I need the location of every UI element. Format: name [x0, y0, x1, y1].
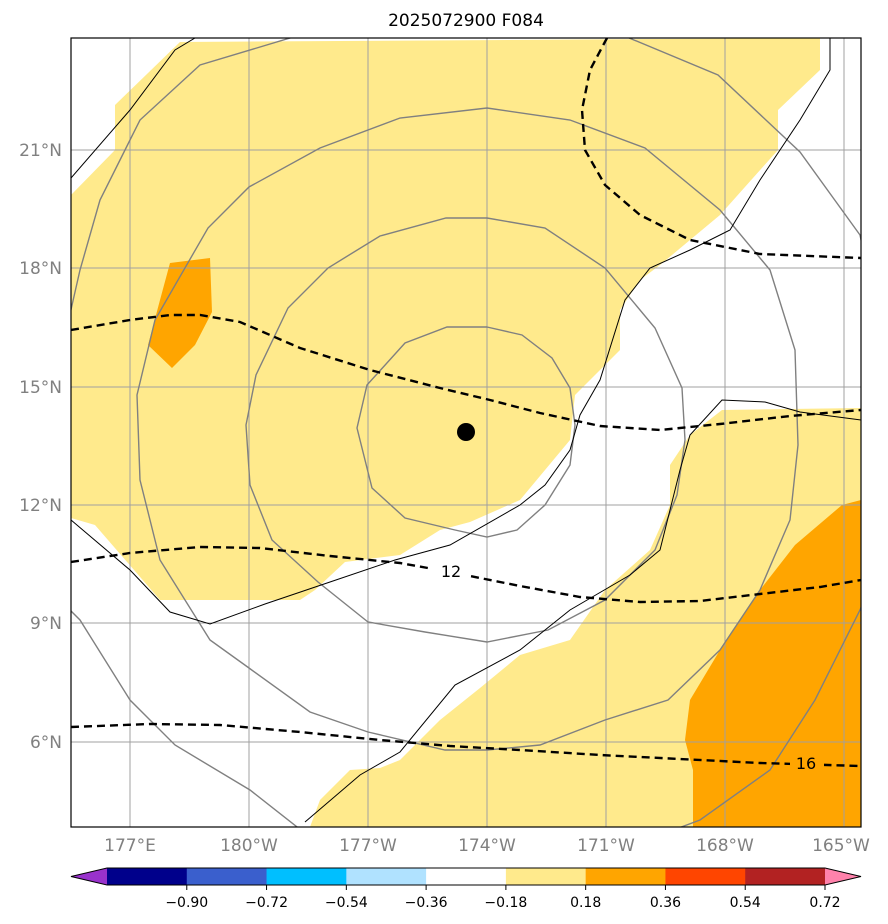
- lon-tick-labels: 177°E 180°W 177°W 174°W 171°W 168°W 165°…: [104, 836, 870, 856]
- colorbar-tick-label: −0.72: [245, 895, 288, 911]
- map-title: 2025072900 F084: [388, 11, 544, 31]
- colorbar-segment: [346, 868, 427, 885]
- contour-label-12: 12: [441, 562, 461, 581]
- contour-label-16: 16: [796, 754, 816, 773]
- colorbar-tick-label: 0.36: [650, 895, 681, 911]
- lat-label-21n: 21°N: [19, 141, 62, 161]
- lon-label-174w: 174°W: [458, 836, 516, 856]
- coastlines: [71, 38, 861, 823]
- storm-center-marker: [457, 423, 475, 441]
- contour-lines: [71, 38, 861, 768]
- graticule: [71, 38, 861, 827]
- fill-region-yellow-north: [71, 38, 820, 600]
- colorbar-segment: [585, 868, 666, 885]
- colorbar-segment: [745, 868, 826, 885]
- range-rings: [71, 38, 861, 827]
- colorbar-tick-label: 0.54: [730, 895, 761, 911]
- colorbar-segment: [665, 868, 746, 885]
- lat-label-9n: 9°N: [30, 614, 62, 634]
- contour-label-bg-12: [430, 560, 470, 582]
- colorbar-segment: [107, 868, 188, 885]
- contour-label-bg-16: [790, 752, 824, 774]
- map-frame: [70, 37, 862, 828]
- lat-label-18n: 18°N: [19, 259, 62, 279]
- colorbar-tick-label: 0.72: [809, 895, 840, 911]
- colorbar-extend-low: [71, 868, 107, 885]
- lon-label-177e: 177°E: [104, 836, 156, 856]
- lon-label-177w: 177°W: [339, 836, 397, 856]
- lat-label-15n: 15°N: [19, 378, 62, 398]
- fill-region-orange-southeast: [685, 500, 861, 827]
- colorbar-segment: [186, 868, 268, 885]
- colorbar-tick-label: 0.18: [570, 895, 601, 911]
- lon-label-180w: 180°W: [220, 836, 278, 856]
- lat-label-12n: 12°N: [19, 496, 62, 516]
- lon-label-168w: 168°W: [696, 836, 754, 856]
- colorbar-segment: [266, 868, 347, 885]
- fill-region-orange-west: [148, 258, 212, 368]
- colorbar-extend-high: [825, 868, 861, 885]
- colorbar-tick-label: −0.54: [325, 895, 368, 911]
- lat-tick-labels: 21°N 18°N 15°N 12°N 9°N 6°N: [19, 141, 62, 753]
- colorbar-segment: [505, 868, 587, 885]
- colorbar-tick-label: −0.90: [165, 895, 208, 911]
- lat-label-6n: 6°N: [30, 733, 62, 753]
- lon-label-165w: 165°W: [812, 836, 870, 856]
- colorbar: −0.90 −0.72 −0.54 −0.36 −0.18 0.18 0.36 0.54 0.7…: [70, 867, 862, 911]
- colorbar-segment: [426, 868, 507, 885]
- map-area: 12 16: [71, 38, 861, 827]
- colorbar-tick-label: −0.18: [484, 895, 527, 911]
- lon-label-171w: 171°W: [577, 836, 635, 856]
- colorbar-tick-label: −0.36: [405, 895, 448, 911]
